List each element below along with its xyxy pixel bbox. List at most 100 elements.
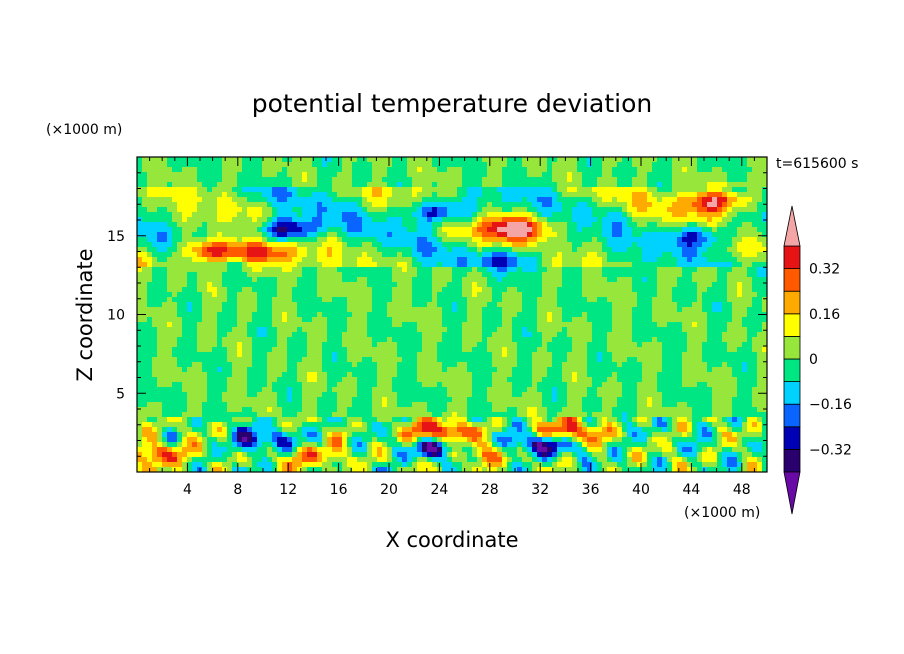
field-cell — [317, 267, 323, 273]
field-cell — [662, 252, 668, 258]
field-cell — [457, 277, 463, 283]
field-cell — [327, 207, 333, 213]
field-cell — [652, 192, 658, 198]
field-cell — [167, 282, 173, 288]
field-cell — [537, 332, 543, 338]
field-cell — [222, 232, 228, 238]
field-cell — [267, 212, 273, 218]
field-cell — [222, 277, 228, 283]
field-cell — [592, 202, 598, 208]
field-cell — [202, 297, 208, 303]
field-cell — [672, 162, 678, 168]
field-cell — [397, 347, 403, 353]
field-cell — [392, 317, 398, 323]
field-cell — [617, 277, 623, 283]
field-cell — [722, 252, 728, 258]
field-cell — [717, 162, 723, 168]
field-cell — [267, 297, 273, 303]
field-cell — [582, 242, 588, 248]
field-cell — [402, 167, 408, 173]
field-cell — [522, 187, 528, 193]
field-cell — [322, 342, 328, 348]
field-cell — [522, 282, 528, 288]
field-cell — [577, 217, 583, 223]
field-cell — [707, 262, 713, 268]
field-cell — [262, 347, 268, 353]
field-cell — [612, 192, 618, 198]
field-cell — [607, 222, 613, 228]
field-cell — [522, 257, 528, 263]
field-cell — [417, 342, 423, 348]
field-cell — [552, 277, 558, 283]
field-cell — [757, 187, 763, 193]
field-cell — [237, 177, 243, 183]
field-cell — [707, 157, 713, 163]
field-cell — [637, 297, 643, 303]
field-cell — [152, 252, 158, 258]
field-cell — [207, 282, 213, 288]
field-cell — [642, 282, 648, 288]
field-cell — [217, 212, 223, 218]
field-cell — [482, 167, 488, 173]
field-cell — [192, 157, 198, 163]
field-cell — [447, 247, 453, 253]
field-cell — [517, 212, 523, 218]
field-cell — [282, 352, 288, 358]
field-cell — [727, 302, 733, 308]
field-cell — [142, 352, 148, 358]
field-cell — [642, 217, 648, 223]
field-cell — [462, 317, 468, 323]
field-cell — [587, 192, 593, 198]
field-cell — [362, 187, 368, 193]
field-cell — [667, 232, 673, 238]
field-cell — [272, 222, 278, 228]
field-cell — [697, 232, 703, 238]
field-cell — [212, 197, 218, 203]
field-cell — [657, 252, 663, 258]
field-cell — [742, 267, 748, 273]
field-cell — [502, 267, 508, 273]
field-cell — [312, 157, 318, 163]
field-cell — [637, 327, 643, 333]
field-cell — [217, 217, 223, 223]
field-cell — [757, 287, 763, 293]
field-cell — [462, 217, 468, 223]
field-cell — [612, 157, 618, 163]
field-cell — [212, 212, 218, 218]
field-cell — [762, 182, 767, 188]
field-cell — [742, 262, 748, 268]
field-cell — [427, 277, 433, 283]
field-cell — [717, 322, 723, 328]
field-cell — [517, 352, 523, 358]
field-cell — [402, 287, 408, 293]
field-cell — [542, 312, 548, 318]
field-cell — [187, 202, 193, 208]
field-cell — [262, 257, 268, 263]
field-cell — [572, 292, 578, 298]
field-cell — [662, 327, 668, 333]
field-cell — [432, 222, 438, 228]
field-cell — [732, 242, 738, 248]
field-cell — [727, 217, 733, 223]
field-cell — [562, 277, 568, 283]
field-cell — [537, 172, 543, 178]
field-cell — [262, 352, 268, 358]
field-cell — [207, 252, 213, 258]
field-cell — [492, 297, 498, 303]
field-cell — [222, 327, 228, 333]
field-cell — [437, 232, 443, 238]
field-cell — [292, 192, 298, 198]
field-cell — [292, 222, 298, 228]
field-cell — [232, 212, 238, 218]
field-cell — [682, 207, 688, 213]
field-cell — [657, 192, 663, 198]
field-cell — [277, 222, 283, 228]
field-cell — [142, 162, 148, 168]
field-cell — [482, 347, 488, 353]
field-cell — [622, 322, 628, 328]
field-cell — [717, 287, 723, 293]
field-cell — [152, 307, 158, 313]
field-cell — [612, 237, 618, 243]
field-cell — [527, 282, 533, 288]
field-cell — [147, 252, 153, 258]
